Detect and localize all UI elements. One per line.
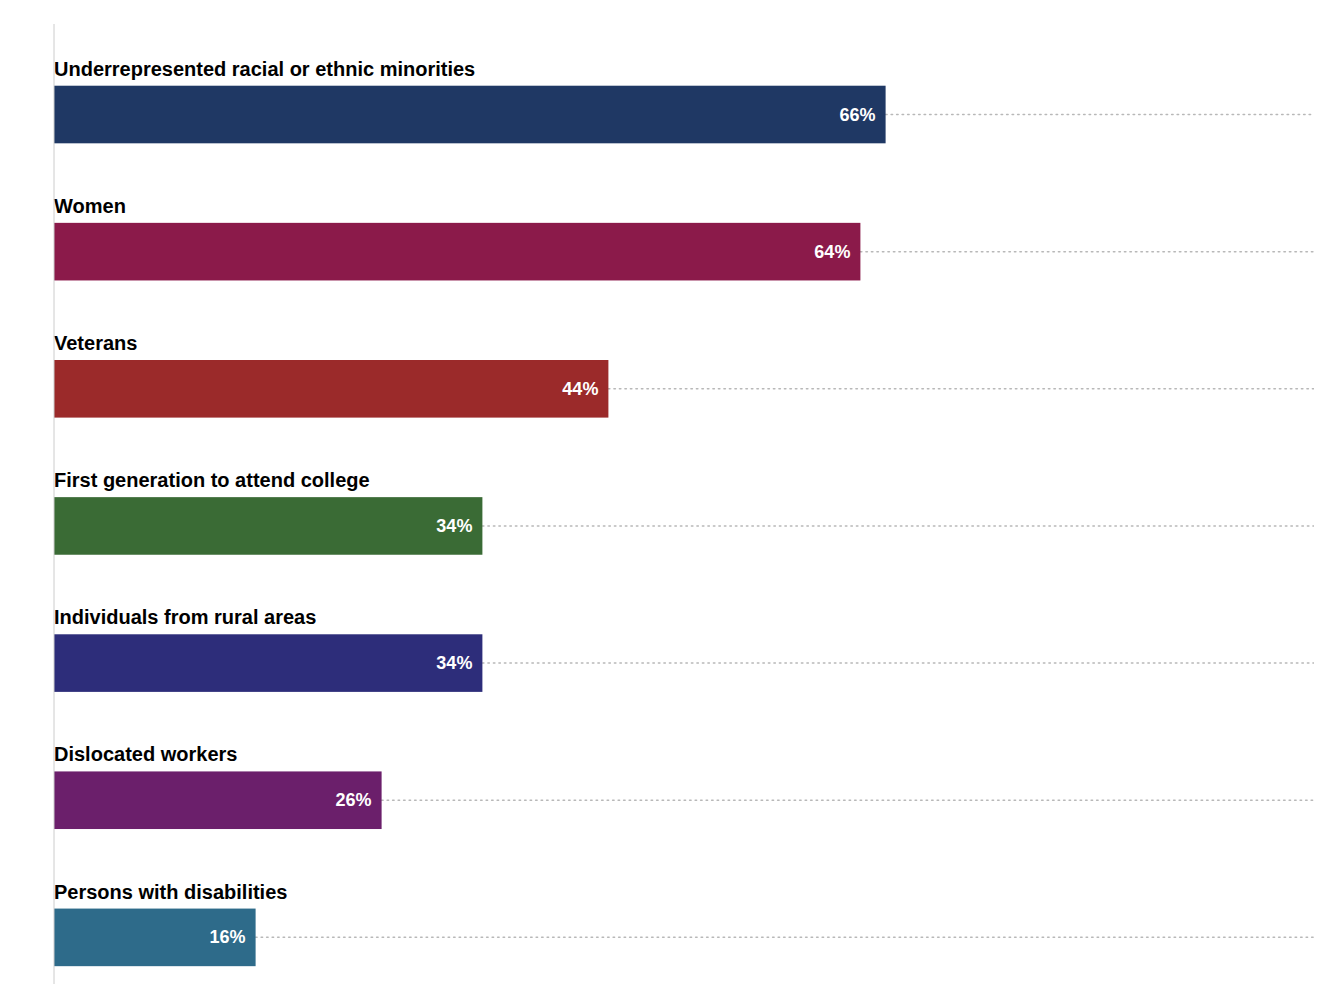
- bar: [54, 86, 886, 144]
- category-label: Dislocated workers: [54, 743, 237, 765]
- data-label: 66%: [840, 105, 876, 125]
- leader-line: [382, 799, 1314, 801]
- leader-line: [482, 662, 1314, 664]
- leader-line: [256, 937, 1314, 939]
- axis-line: [54, 24, 55, 984]
- bar: [54, 497, 482, 555]
- bar: [54, 771, 382, 829]
- leader-line: [886, 114, 1314, 116]
- chart-container: Underrepresented racial or ethnic minori…: [0, 0, 1344, 1008]
- data-label: 34%: [436, 516, 472, 536]
- leader-line: [860, 251, 1314, 253]
- data-label: 34%: [436, 653, 472, 673]
- leader-line: [608, 388, 1314, 390]
- category-label: Veterans: [54, 332, 137, 354]
- category-label: Women: [54, 195, 126, 217]
- data-label: 44%: [562, 379, 598, 399]
- category-label: Individuals from rural areas: [54, 606, 316, 628]
- data-label: 16%: [210, 927, 246, 947]
- category-label: Underrepresented racial or ethnic minori…: [54, 58, 475, 80]
- data-label: 64%: [814, 242, 850, 262]
- bar: [54, 360, 608, 418]
- category-label: Persons with disabilities: [54, 881, 287, 903]
- bar: [54, 223, 860, 281]
- leader-line: [482, 525, 1314, 527]
- bars: [54, 86, 886, 966]
- category-label: First generation to attend college: [54, 469, 370, 491]
- data-label: 26%: [336, 790, 372, 810]
- bar: [54, 634, 482, 692]
- chart-svg: Underrepresented racial or ethnic minori…: [0, 0, 1344, 1008]
- bar: [54, 909, 256, 967]
- labels: Underrepresented racial or ethnic minori…: [54, 58, 876, 948]
